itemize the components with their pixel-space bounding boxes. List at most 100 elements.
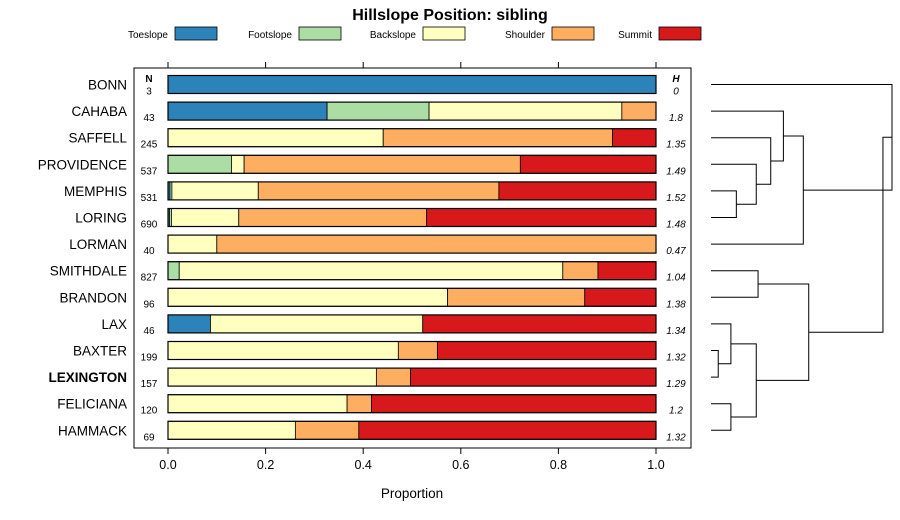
bar-segment-hammack-summit — [358, 420, 657, 440]
bar-segment-baxter-shoulder — [397, 341, 438, 360]
bar-segment-loring-shoulder — [238, 208, 428, 227]
bar-segment-bonn-toeslope — [167, 75, 657, 94]
dendrogram-branch — [711, 190, 737, 218]
bar-outline-memphis — [167, 181, 657, 201]
bar-outline-lax — [167, 314, 657, 334]
legend-label-backslope: Backslope — [370, 30, 417, 41]
bar-segment-baxter-backslope — [167, 341, 399, 360]
bar-outline-saffell — [167, 128, 657, 148]
x-axis-title: Proportion — [381, 486, 443, 501]
bar-segment-hammack-shoulder — [294, 420, 360, 440]
bar-segment-lax-backslope — [210, 314, 424, 334]
bar-segment-memphis-backslope — [171, 181, 259, 201]
row-label-brandon: BRANDON — [59, 290, 127, 305]
bar-outline-smithdale — [167, 261, 657, 281]
bar-segment-lexington-summit — [410, 367, 657, 387]
row-h-providence: 1.49 — [666, 166, 686, 177]
row-label-bonn: BONN — [88, 78, 127, 93]
bar-segment-loring-backslope — [171, 208, 240, 227]
dendrogram-branch — [711, 403, 732, 431]
row-h-loring: 1.48 — [666, 220, 686, 231]
row-n-smithdale: 827 — [141, 273, 158, 284]
bar-segment-lorman-backslope — [167, 234, 218, 254]
bar-segment-brandon-shoulder — [447, 287, 586, 307]
bar-outline-lorman — [167, 234, 657, 254]
plot-frame — [133, 67, 692, 449]
bar-outline-hammack — [167, 420, 657, 440]
row-h-hammack: 1.32 — [666, 432, 686, 443]
bar-segment-brandon-backslope — [167, 287, 449, 307]
row-n-memphis: 531 — [141, 193, 158, 204]
bar-segment-memphis-summit — [498, 181, 657, 201]
bar-outline-cahaba — [167, 101, 657, 121]
row-n-feliciana: 120 — [141, 406, 158, 417]
bar-segment-hammack-backslope — [167, 420, 296, 440]
x-tick-label: 0.2 — [257, 458, 274, 472]
bar-segment-cahaba-shoulder — [621, 101, 657, 121]
row-label-cahaba: CAHABA — [71, 104, 127, 119]
dendrogram — [711, 84, 893, 431]
bar-segment-lexington-shoulder — [375, 367, 411, 387]
bar-segment-providence-shoulder — [243, 154, 521, 174]
bar-segment-lax-summit — [422, 314, 657, 334]
bar-segment-feliciana-backslope — [167, 394, 348, 414]
bar-outline-loring — [167, 207, 657, 228]
bar-outline-lexington — [167, 367, 657, 387]
bar-segment-providence-footslope — [167, 154, 232, 174]
dendrogram-branch — [808, 136, 892, 333]
legend-swatch-shoulder — [551, 26, 595, 41]
row-h-brandon: 1.38 — [666, 299, 686, 310]
x-tick-label: 0.8 — [550, 458, 567, 472]
row-h-bonn: 0 — [673, 87, 679, 98]
row-h-lax: 1.34 — [666, 326, 686, 337]
bar-segment-smithdale-summit — [597, 261, 657, 281]
bar-segment-feliciana-shoulder — [346, 394, 372, 414]
bar-segment-saffell-shoulder — [382, 128, 613, 148]
legend-swatch-footslope — [298, 26, 342, 41]
row-h-lorman: 0.47 — [666, 246, 686, 257]
row-n-saffell: 245 — [141, 140, 158, 151]
bar-segment-providence-backslope — [231, 154, 245, 174]
bar-outline-baxter — [167, 340, 657, 361]
bar-segment-memphis-shoulder — [257, 181, 500, 201]
row-label-feliciana: FELICIANA — [57, 397, 127, 412]
legend-label-shoulder: Shoulder — [505, 30, 546, 41]
dendrogram-branch — [711, 350, 719, 378]
row-label-loring: LORING — [75, 211, 127, 226]
row-n-lorman: 40 — [143, 246, 155, 257]
row-n-cahaba: 43 — [143, 113, 155, 124]
dendrogram-branch — [711, 270, 759, 298]
row-label-saffell: SAFFELL — [68, 131, 127, 146]
bar-segment-feliciana-summit — [371, 394, 657, 414]
bar-segment-lax-toeslope — [167, 314, 211, 334]
bar-segment-cahaba-backslope — [428, 101, 623, 121]
legend-swatch-toeslope — [174, 26, 218, 41]
bar-segment-loring-summit — [426, 208, 657, 227]
bar-segment-smithdale-backslope — [178, 261, 564, 281]
row-label-lexington: LEXINGTON — [48, 370, 127, 385]
dendrogram-branch — [711, 137, 772, 185]
bar-segment-brandon-summit — [584, 287, 657, 307]
dendrogram-branch — [711, 323, 732, 365]
bar-segment-cahaba-toeslope — [167, 101, 328, 121]
dendrogram-branch — [711, 110, 784, 162]
bar-outline-providence — [167, 154, 657, 174]
bar-segment-saffell-backslope — [167, 128, 384, 148]
h-column-header: H — [672, 74, 680, 85]
bar-segment-smithdale-shoulder — [562, 261, 599, 281]
row-label-providence: PROVIDENCE — [38, 157, 127, 172]
bar-segment-lorman-shoulder — [216, 234, 657, 254]
row-h-memphis: 1.52 — [666, 193, 686, 204]
legend-label-toeslope: Toeslope — [128, 30, 168, 41]
x-tick-label: 1.0 — [647, 458, 664, 472]
n-column-header: N — [145, 74, 152, 85]
dendrogram-branch — [711, 135, 804, 245]
bar-segment-providence-summit — [519, 154, 657, 174]
row-h-saffell: 1.35 — [666, 140, 686, 151]
row-n-hammack: 69 — [143, 432, 155, 443]
bar-outline-brandon — [167, 287, 657, 307]
row-n-bonn: 3 — [146, 87, 152, 98]
chart-title: Hillslope Position: sibling — [352, 7, 548, 24]
bar-outline-bonn — [167, 74, 657, 95]
bar-outline-feliciana — [167, 394, 657, 414]
